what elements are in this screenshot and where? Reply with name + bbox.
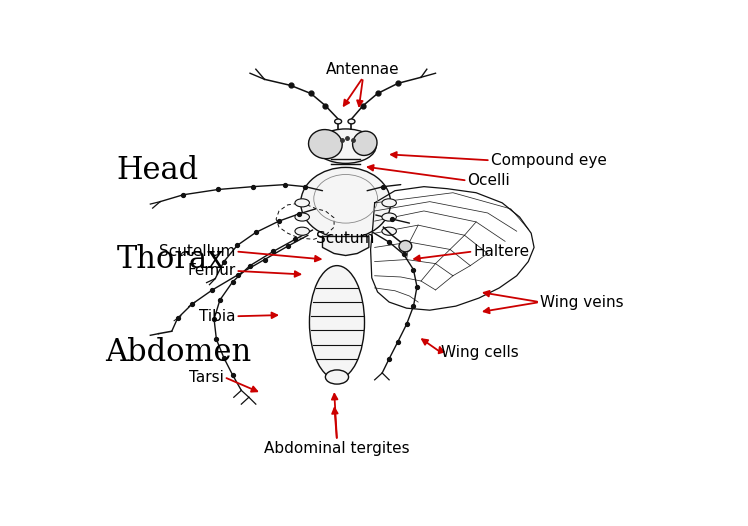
Ellipse shape [352,131,377,156]
Text: Thorax: Thorax [117,244,225,275]
Text: Wing veins: Wing veins [540,295,624,310]
Text: Wing cells: Wing cells [441,345,519,360]
Ellipse shape [382,199,396,207]
Text: Antennae: Antennae [326,62,400,77]
Ellipse shape [399,240,411,252]
Text: Tibia: Tibia [199,309,236,324]
Ellipse shape [310,266,364,379]
Text: Femur: Femur [187,264,236,278]
Text: Scutum: Scutum [316,230,375,246]
Text: Head: Head [117,155,199,186]
Ellipse shape [315,129,376,164]
Circle shape [348,119,355,124]
Text: Haltere: Haltere [473,244,530,259]
Text: Ocelli: Ocelli [468,173,510,188]
Text: Compound eye: Compound eye [491,153,607,168]
Text: Scutellum: Scutellum [159,244,236,259]
Ellipse shape [308,129,343,159]
Ellipse shape [295,199,310,207]
Polygon shape [370,187,534,310]
Text: Tarsi: Tarsi [189,369,224,385]
Circle shape [334,119,342,124]
Polygon shape [322,237,369,256]
Ellipse shape [301,167,390,238]
Text: Abdominal tergites: Abdominal tergites [264,441,410,456]
Ellipse shape [325,370,349,384]
Ellipse shape [295,213,310,221]
Ellipse shape [382,213,396,221]
Ellipse shape [382,227,396,235]
Polygon shape [276,203,334,239]
Ellipse shape [295,227,310,235]
Text: Abdomen: Abdomen [105,337,251,368]
